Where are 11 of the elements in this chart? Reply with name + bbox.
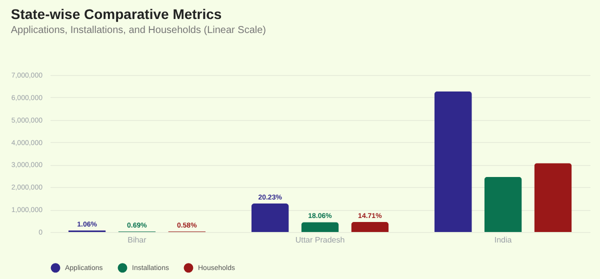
bar bbox=[434, 91, 472, 232]
bar bbox=[251, 204, 289, 232]
bar bbox=[534, 163, 572, 232]
bar bbox=[484, 176, 522, 232]
bar bbox=[301, 222, 339, 232]
chart-title: State-wise Comparative Metrics bbox=[10, 6, 222, 22]
bar bbox=[351, 222, 389, 232]
chart-subtitle: Applications, Installations, and Households (Linear Scale) bbox=[10, 25, 266, 36]
x-tick-label: India bbox=[494, 236, 512, 244]
x-tick-label: Uttar Pradesh bbox=[295, 236, 345, 244]
x-tick-label: Bihar bbox=[128, 236, 147, 244]
